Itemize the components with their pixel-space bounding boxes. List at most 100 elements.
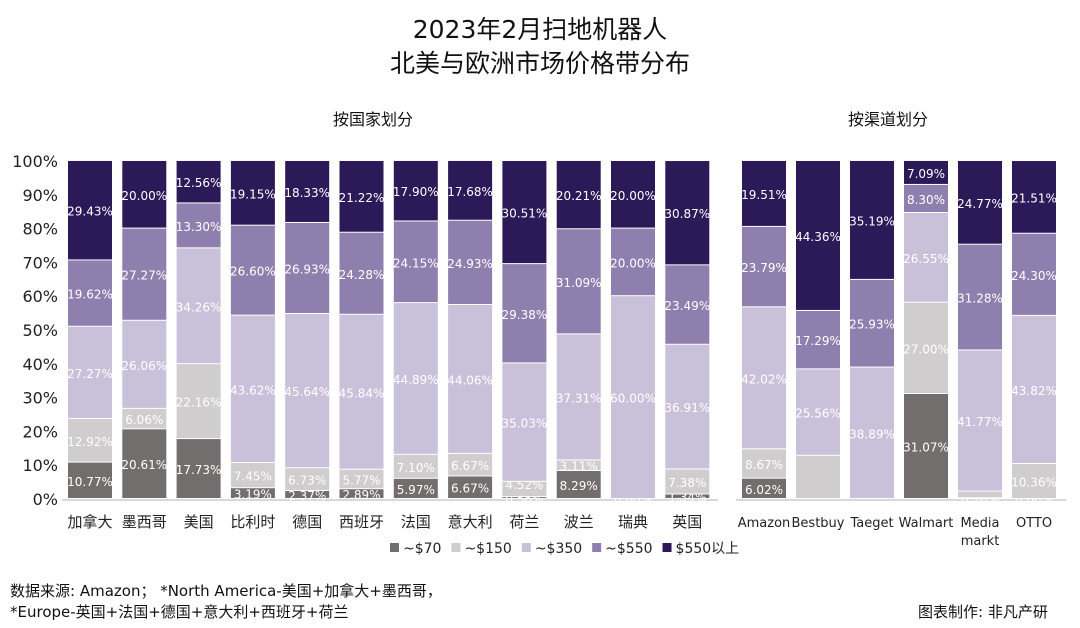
bar-segment (904, 184, 948, 212)
x-tick-label: 波兰 (564, 513, 594, 531)
data-label: 8.30% (907, 193, 945, 207)
bar-segment (393, 478, 438, 498)
y-tick-label: 60% (22, 287, 58, 306)
bar-segment (556, 470, 601, 498)
data-label: 24.77% (957, 197, 1003, 211)
bar-segment (393, 303, 438, 454)
bar-segment (958, 350, 1002, 491)
bar-segment (448, 453, 493, 476)
data-label: 31.09% (556, 276, 602, 290)
bar-segment (393, 160, 438, 221)
data-label: 26.55% (903, 252, 949, 266)
y-tick-label: 0% (33, 490, 58, 509)
data-label: 5.77% (342, 473, 380, 487)
y-tick-label: 50% (22, 321, 58, 340)
data-label: 23.79% (741, 261, 787, 275)
data-label: 7.45% (234, 470, 272, 484)
data-label: 5.97% (397, 483, 435, 497)
data-label: 26.60% (230, 265, 276, 279)
bar-segment (176, 248, 221, 364)
data-label: 36.91% (664, 401, 710, 415)
bar-segment (502, 481, 547, 497)
data-label: 10.77% (67, 475, 113, 489)
x-tick-label: 荷兰 (509, 513, 539, 531)
bar-segment (958, 491, 1002, 498)
bar-segment (1012, 233, 1056, 315)
bar-segment (850, 279, 894, 367)
data-label: 6.67% (451, 482, 489, 496)
bar-segment (176, 439, 221, 498)
data-label: 31.07% (903, 440, 949, 454)
data-label: 20.00% (610, 256, 656, 270)
bar-segment (230, 225, 275, 315)
bar-segment (122, 228, 167, 320)
bar-segment (68, 326, 112, 418)
data-label: 4.52% (505, 478, 543, 492)
bar-segment (502, 264, 547, 363)
bar-segment (1012, 463, 1056, 498)
footer-source: 数据来源: Amazon； *North America-美国+加拿大+墨西哥， (10, 582, 442, 600)
bar-segment (611, 161, 655, 228)
data-label: 29.43% (67, 205, 113, 219)
bar-segment (1012, 315, 1056, 463)
footer-europe: *Europe-英国+法国+德国+意大利+西班牙+荷兰 (10, 603, 349, 621)
bar-segment (502, 363, 547, 481)
bar-segment (611, 296, 655, 498)
data-label: 19.51% (741, 188, 787, 202)
legend-swatch (390, 543, 399, 552)
legend-swatch (451, 543, 461, 552)
x-tick-label: 英国 (672, 513, 702, 531)
data-label: 45.64% (284, 385, 330, 399)
bar-segment (230, 463, 275, 488)
bar-segment (122, 408, 167, 429)
data-label: 44.36% (795, 230, 841, 244)
x-tick-label: 意大利 (448, 513, 493, 531)
data-label: 27.27% (121, 269, 167, 283)
data-label: 1.34% (668, 491, 706, 505)
bar-segment (502, 161, 547, 264)
bar-segment (850, 367, 894, 498)
bar-segment (339, 161, 384, 232)
legend-label: $550以上 (676, 541, 740, 557)
x-tick-label: 美国 (184, 513, 214, 531)
data-label: 22.16% (176, 396, 222, 410)
bar-segment (285, 468, 330, 490)
footer-credit: 图表制作: 非凡产研 (918, 603, 1048, 621)
bar-segment (339, 469, 384, 489)
bar-segment (904, 160, 948, 184)
legend-label: ~$70 (403, 541, 441, 557)
data-label: 12.92% (67, 435, 113, 449)
data-label: 31.28% (957, 292, 1003, 306)
bar-segment (122, 320, 167, 408)
bar-segment (68, 418, 112, 462)
data-label: 24.30% (1011, 269, 1057, 283)
bar-segment (230, 315, 275, 463)
bar-segment (904, 212, 948, 302)
bar-segment (339, 489, 384, 498)
bar-segment (448, 220, 493, 304)
bar-segment (285, 490, 330, 498)
bar-segment (176, 364, 221, 439)
bar-segment (904, 302, 948, 393)
bar-segment (796, 161, 840, 310)
bar-segment (742, 478, 786, 498)
x-tick-label: 墨西哥 (122, 513, 167, 531)
bar-segment (285, 161, 330, 222)
x-tick-label: Bestbuy (792, 516, 845, 531)
data-label: 35.03% (502, 417, 548, 431)
data-label: 8.29% (560, 479, 598, 493)
legend-label: ~$550 (605, 541, 652, 557)
data-label: 44.89% (393, 373, 439, 387)
data-label: 7.38% (668, 476, 706, 490)
data-label: 38.89% (849, 427, 895, 441)
data-label: 24.28% (339, 268, 385, 282)
bar-segment (742, 226, 786, 307)
bar-segment (448, 476, 493, 498)
bar-segment (122, 161, 167, 228)
bar-segment (502, 497, 547, 498)
data-label: 26.93% (284, 262, 330, 276)
x-tick-label: Media (960, 516, 999, 531)
data-label: 17.73% (176, 463, 222, 477)
data-label: 20.21% (556, 189, 602, 203)
